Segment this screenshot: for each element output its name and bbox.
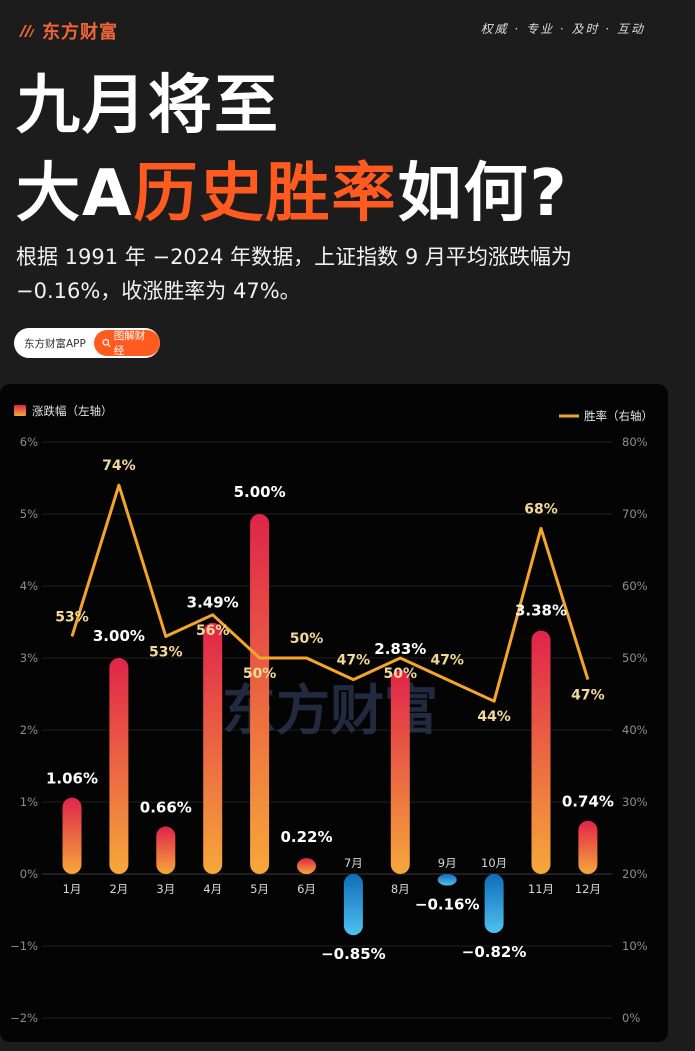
win-rate-label: 47%: [430, 653, 464, 669]
category-button-label: 图解财经: [113, 330, 146, 357]
bar-value-label: 0.74%: [562, 793, 614, 811]
win-rate-label: 50%: [384, 666, 418, 682]
bar-value-label: 0.22%: [280, 828, 332, 846]
right-axis-tick: 50%: [622, 651, 648, 665]
bar-1: [62, 797, 82, 874]
win-rate-label: 56%: [196, 623, 230, 639]
right-axis-tick: 20%: [622, 867, 648, 881]
title-line-1: 九月将至: [16, 69, 280, 143]
category-label: 2月: [109, 882, 128, 896]
bar-6: [297, 858, 316, 874]
left-axis-tick: 0%: [20, 867, 38, 881]
bar-9: [437, 874, 457, 886]
left-axis-tick: −2%: [10, 1011, 38, 1025]
legend-bar-label: 涨跌幅（左轴）: [32, 404, 113, 418]
bar-value-label: 0.66%: [140, 798, 192, 816]
category-label: 6月: [297, 882, 316, 896]
category-label: 11月: [528, 882, 554, 896]
search-icon: [102, 338, 111, 348]
bar-value-label: 5.00%: [234, 483, 286, 501]
category-label: 10月: [481, 856, 507, 870]
title-suffix: 如何?: [397, 157, 569, 231]
left-axis-tick: 1%: [20, 795, 38, 809]
legend-bar-swatch: [14, 405, 26, 416]
category-label: 12月: [575, 882, 601, 896]
right-axis-tick: 0%: [622, 1011, 640, 1025]
combo-chart: 涨跌幅（左轴） 胜率（右轴） 6% 5% 4% 3% 2% 1% 0% −1% −2% 80% 70% 6…: [10, 404, 653, 1025]
win-rate-label: 47%: [337, 653, 371, 669]
right-axis-tick: 60%: [622, 579, 648, 593]
win-rate-label: 68%: [524, 501, 558, 517]
bar-value-label: 3.00%: [93, 627, 145, 645]
win-rate-label: 50%: [290, 631, 324, 647]
left-axis-tick: 4%: [20, 579, 38, 593]
bar-value-label: −0.85%: [321, 945, 386, 963]
brand-logo: 东方财富: [16, 18, 118, 44]
summary-text: 根据 1991 年 −2024 年数据，上证指数 9 月平均涨跌幅为 −0.16…: [16, 245, 572, 303]
win-rate-label: 53%: [55, 609, 89, 625]
bar-5: [250, 514, 270, 874]
win-rate-label: 44%: [477, 709, 511, 725]
bar-value-label: 2.83%: [374, 640, 426, 658]
bar-7: [343, 874, 363, 936]
legend-line-label: 胜率（右轴）: [584, 409, 653, 423]
category-label: 7月: [344, 856, 363, 870]
title-line-2: 大A历史胜率如何?: [16, 150, 569, 238]
title-prefix: 大A: [16, 157, 134, 231]
bar-4: [203, 622, 223, 874]
right-axis-tick: 10%: [622, 939, 648, 953]
left-axis-tick: 5%: [20, 507, 38, 521]
bar-12: [578, 820, 598, 874]
left-axis-tick: 6%: [20, 435, 38, 449]
left-axis-tick: −1%: [10, 939, 38, 953]
category-button[interactable]: 图解财经: [93, 330, 160, 357]
win-rate-label: 47%: [571, 688, 605, 704]
chart-panel: 涨跌幅（左轴） 胜率（右轴） 6% 5% 4% 3% 2% 1% 0% −1% −2% 80% 70% 6…: [0, 384, 668, 1042]
category-label: 3月: [156, 882, 175, 896]
left-axis-tick: 3%: [20, 651, 38, 665]
page-title: 九月将至 大A历史胜率如何?: [16, 62, 569, 238]
win-rate-label: 53%: [149, 644, 183, 660]
category-label: 9月: [438, 856, 457, 870]
bar-value-label: −0.82%: [462, 943, 527, 961]
left-axis-tick: 2%: [20, 723, 38, 737]
bar-8: [390, 670, 410, 874]
source-pill[interactable]: 东方财富APP 图解财经: [14, 328, 160, 358]
source-app-label: 东方财富APP: [24, 337, 86, 350]
bar-value-label: 1.06%: [46, 770, 98, 788]
bar-10: [484, 874, 504, 934]
right-axis-tick: 70%: [622, 507, 648, 521]
category-label: 4月: [203, 882, 222, 896]
win-rate-label: 50%: [243, 666, 277, 682]
bar-3: [156, 826, 176, 874]
right-axis-tick: 80%: [622, 435, 648, 449]
category-label: 8月: [391, 882, 410, 896]
brand-logo-icon: [19, 25, 35, 37]
category-label: 1月: [63, 882, 82, 896]
bar-11: [531, 630, 551, 874]
title-accent: 历史胜率: [133, 157, 398, 231]
category-label: 5月: [250, 882, 269, 896]
tagline: 权威 · 专业 · 及时 · 互动: [480, 22, 645, 36]
bar-2: [109, 658, 129, 874]
bar-value-label: 3.38%: [515, 602, 567, 620]
bar-value-label: −0.16%: [415, 896, 480, 914]
win-rate-label: 74%: [102, 458, 136, 474]
brand-name: 东方财富: [42, 22, 118, 43]
win-rate-line: [70, 483, 590, 703]
right-axis-tick: 30%: [622, 795, 648, 809]
bar-value-label: 3.49%: [187, 594, 239, 612]
right-axis-tick: 40%: [622, 723, 648, 737]
